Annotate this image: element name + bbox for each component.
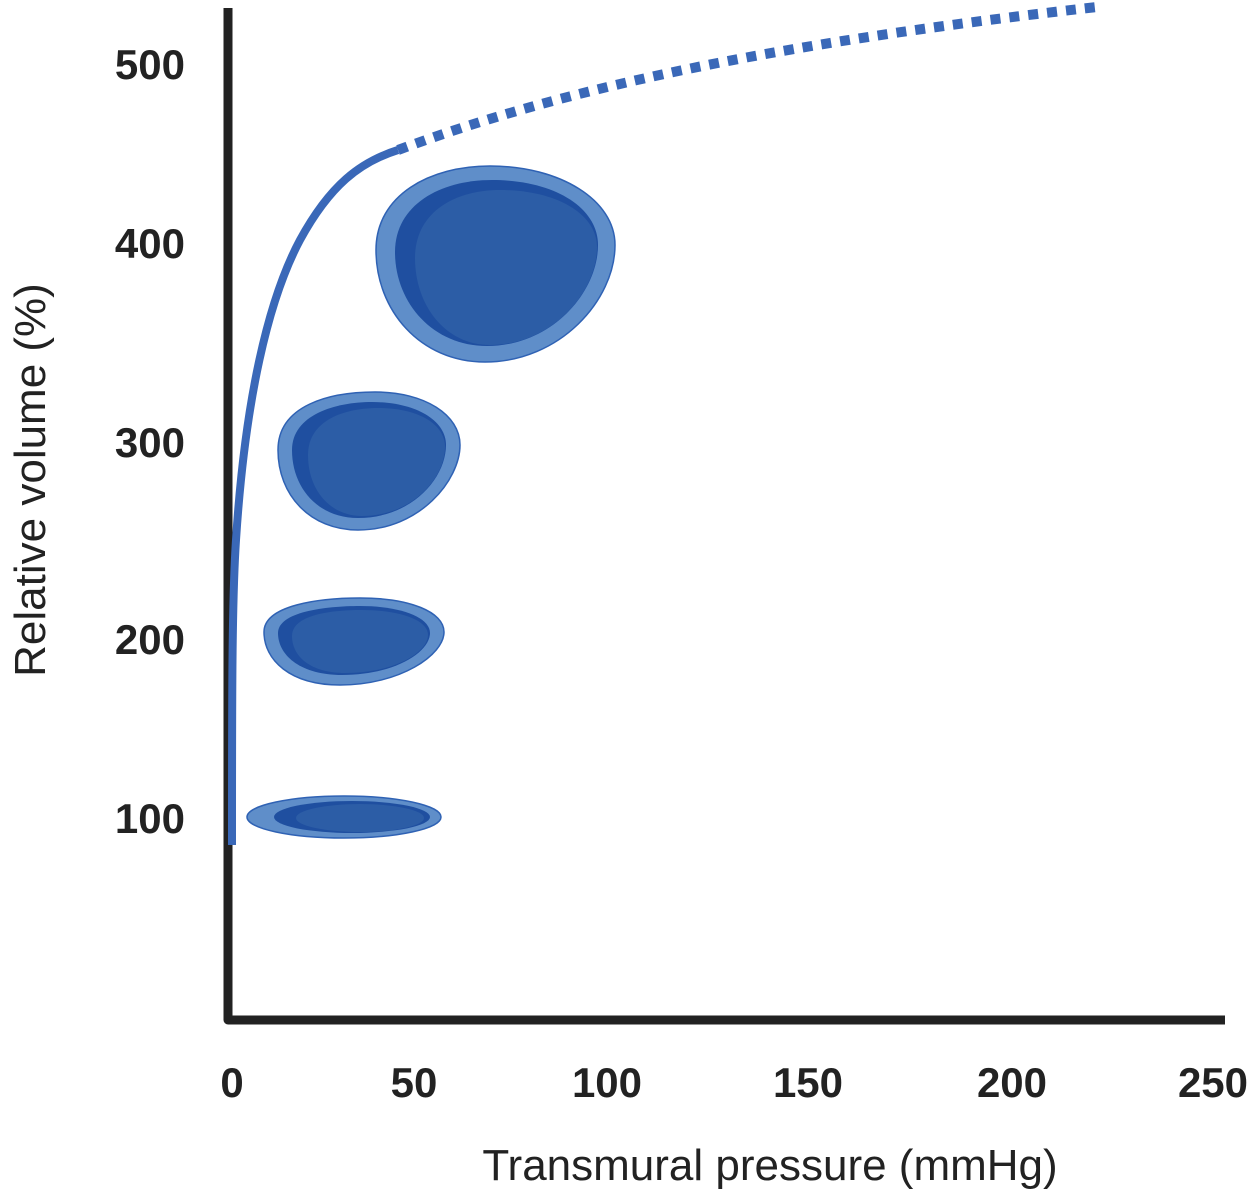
- x-tick-labels: 0 50 100 150 200 250: [220, 1059, 1248, 1106]
- vessel-400: [375, 165, 616, 363]
- vessel-cross-sections: [246, 165, 616, 839]
- axes: [223, 8, 1225, 1025]
- y-axis-line: [223, 8, 1225, 1025]
- curve-dotted-extrapolation: [396, 2, 1098, 155]
- vessel-200: [263, 597, 445, 686]
- x-axis-title: Transmural pressure (mmHg): [482, 1141, 1057, 1190]
- curve-solid: [228, 146, 400, 846]
- y-tick-label: 400: [115, 220, 185, 267]
- y-axis-title: Relative volume (%): [6, 283, 55, 677]
- vessel-100: [246, 795, 442, 839]
- y-tick-label: 500: [115, 41, 185, 88]
- y-tick-label: 300: [115, 419, 185, 466]
- x-tick-label: 0: [220, 1059, 243, 1106]
- y-tick-label: 200: [115, 616, 185, 663]
- compliance-curve: [228, 2, 1098, 846]
- vessel-300: [277, 391, 461, 531]
- x-tick-label: 200: [977, 1059, 1047, 1106]
- y-tick-label: 100: [115, 795, 185, 842]
- y-tick-labels: 500 400 300 200 100: [115, 41, 185, 842]
- x-tick-label: 100: [572, 1059, 642, 1106]
- x-tick-label: 150: [773, 1059, 843, 1106]
- x-tick-label: 50: [391, 1059, 438, 1106]
- x-tick-label: 250: [1178, 1059, 1248, 1106]
